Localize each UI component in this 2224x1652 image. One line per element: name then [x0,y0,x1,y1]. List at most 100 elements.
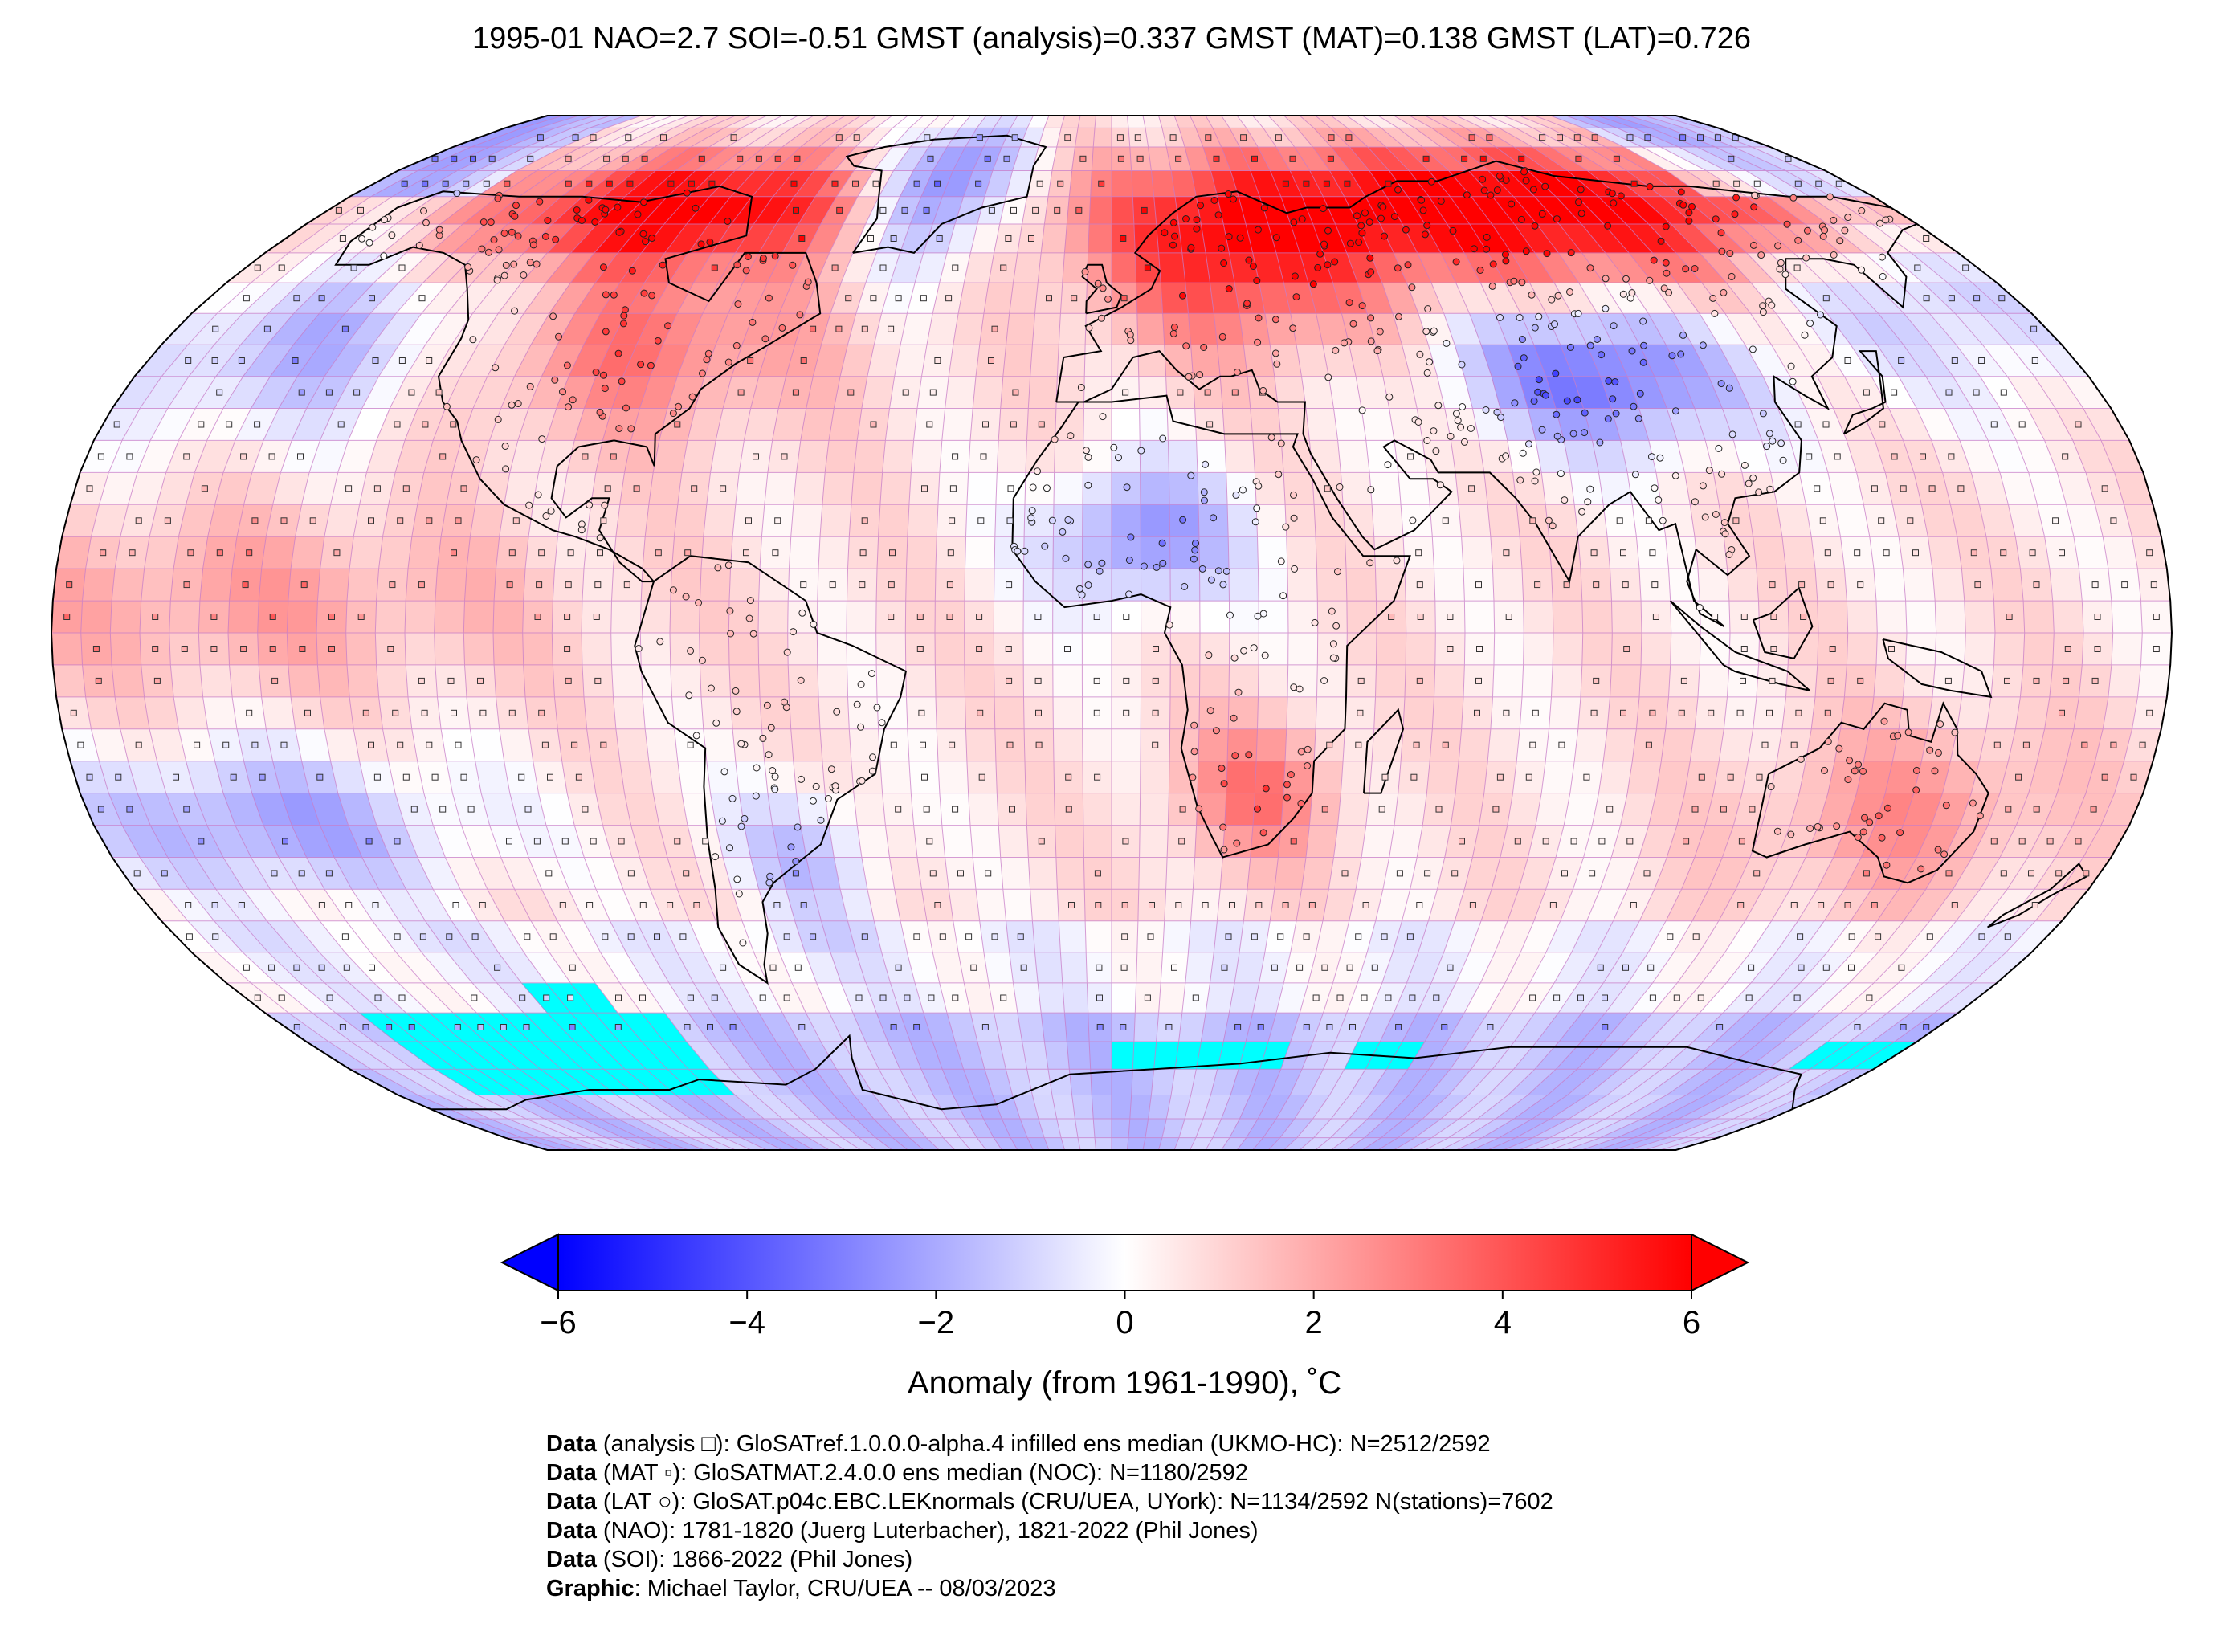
grid-cell [1873,568,1906,602]
land-station-marker [533,260,541,268]
ocean-marker [684,549,692,557]
grid-cell [1228,664,1259,698]
ocean-marker [1271,964,1278,971]
ocean-marker [916,614,924,620]
land-station-marker [1577,210,1585,218]
land-station-marker [853,700,861,708]
ocean-marker [185,357,192,364]
land-station-marker [1844,214,1852,222]
ocean-marker [397,741,404,748]
grid-cell [1188,920,1218,952]
ocean-marker [1769,677,1776,684]
grid-cell [1727,568,1759,602]
land-station-marker [833,708,841,716]
grid-cell [499,728,534,762]
grid-cell [966,472,998,505]
ocean-marker [1827,677,1834,684]
ocean-marker [753,453,759,460]
ocean-marker [565,180,572,187]
ocean-marker [774,517,781,524]
grid-cell [822,472,855,505]
grid-cell [82,568,116,602]
ocean-marker [798,235,806,242]
land-station-marker [591,218,599,226]
land-station-marker [1728,272,1736,280]
land-station-marker [596,534,604,542]
land-station-marker [783,648,791,656]
grid-cell [1055,825,1084,858]
grid-cell [1052,664,1083,698]
land-station-marker [1404,261,1412,269]
land-station-marker [1534,388,1542,396]
grid-cell [1376,632,1407,666]
ocean-marker [442,180,449,187]
ocean-marker [774,155,781,162]
ocean-marker [1303,933,1310,940]
land-station-marker [602,206,610,214]
ocean-marker [1344,180,1351,187]
grid-cell [1071,1095,1094,1120]
grid-cell [1451,793,1485,826]
ocean-marker [185,902,192,908]
land-station-marker [1699,482,1707,490]
ocean-marker [698,155,705,162]
grid-cell [1083,344,1112,377]
ocean-marker [1951,357,1958,364]
land-station-marker [1712,511,1720,518]
land-station-marker [1193,225,1201,233]
grid-cell [910,440,943,473]
land-station-marker [741,814,749,822]
land-station-marker [824,795,832,802]
ocean-marker [2091,581,2099,589]
land-station-marker [1604,415,1612,423]
ocean-marker [991,933,998,940]
ocean-marker [1361,994,1368,1001]
land-station-marker [1259,829,1267,837]
grid-cell [2014,696,2051,730]
ocean-marker [1234,1024,1242,1030]
land-station-marker [1358,229,1366,237]
ocean-marker [2000,549,2007,557]
land-station-marker [1679,201,1687,209]
land-station-marker [1365,218,1373,226]
land-station-marker [1384,461,1392,469]
land-station-marker [1355,239,1363,246]
grid-cell [1217,344,1248,377]
land-station-marker [492,364,500,372]
land-station-marker [501,443,509,450]
ocean-marker [600,517,607,524]
ocean-marker [339,1024,346,1030]
land-station-marker [1502,176,1510,184]
ocean-marker [1123,709,1130,716]
land-station-marker [1104,295,1112,303]
grid-cell [1602,728,1637,762]
grid-cell [1153,1041,1179,1070]
land-station-marker [1099,413,1107,421]
land-station-marker [1493,408,1501,416]
land-station-marker [602,328,610,336]
grid-cell [1068,170,1092,198]
colorbar-label: Anomaly (from 1961-1990), ˚C [908,1365,1341,1401]
land-station-marker [1250,644,1258,652]
ocean-marker [976,614,983,620]
credit-graphic: Graphic: Michael Taylor, CRU/UEA -- 08/0… [546,1576,1056,1601]
land-station-marker [1858,206,1866,214]
grid-cell [141,568,174,602]
grid-cell [728,632,759,666]
ocean-marker [372,357,379,364]
ocean-marker [152,646,159,652]
land-station-marker [511,212,519,220]
land-station-marker [685,691,693,700]
land-station-marker [1563,397,1571,405]
land-station-marker [500,271,508,279]
land-station-marker [1218,244,1226,252]
grid-cell [757,600,789,634]
ocean-marker [1096,964,1103,971]
ocean-marker [1714,134,1721,141]
land-station-marker [1240,647,1248,655]
ocean-marker [246,549,253,557]
grid-cell [648,472,683,505]
ocean-marker [297,453,304,460]
land-station-marker [1200,344,1208,351]
ocean-marker [1290,838,1297,845]
